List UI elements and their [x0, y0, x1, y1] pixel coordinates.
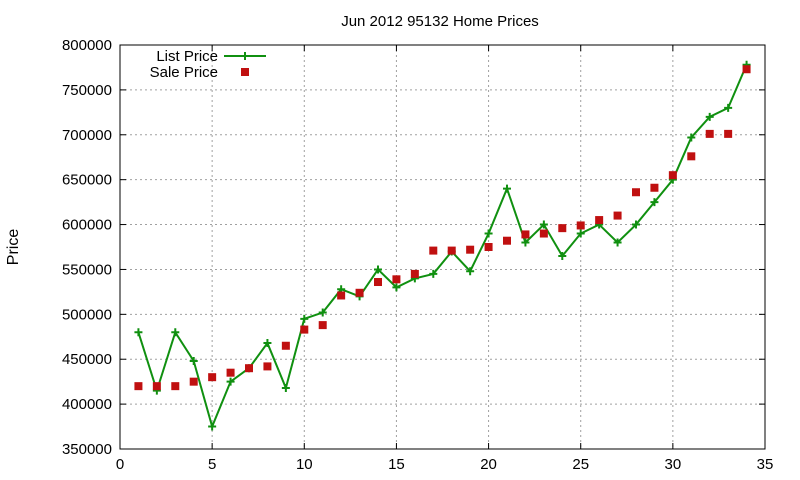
list-price-point	[521, 238, 530, 247]
sale-price-point	[263, 362, 272, 371]
list-price-point	[558, 251, 567, 260]
sale-price-point	[687, 152, 696, 161]
sale-price-point	[466, 245, 475, 254]
sale-price-point	[410, 269, 419, 278]
sale-price-point	[318, 321, 327, 330]
list-price-point	[208, 422, 217, 431]
legend-marker-sale-price	[241, 68, 249, 76]
sale-price-point	[374, 278, 382, 287]
x-tick-label: 20	[480, 456, 497, 473]
list-price-point	[705, 112, 714, 121]
y-tick-label: 350000	[62, 441, 112, 458]
sale-price-point	[189, 377, 198, 386]
sale-price-point	[447, 246, 456, 255]
y-tick-label: 750000	[62, 82, 112, 99]
legend: List Price Sale Price	[150, 48, 266, 81]
sale-price-point	[484, 243, 493, 251]
sale-price-point	[668, 171, 677, 180]
chart-title: Jun 2012 95132 Home Prices	[341, 13, 539, 30]
sale-price-point	[245, 364, 253, 373]
list-price-point	[484, 229, 493, 238]
axis-ticks: 0 5 10 15 20 25 30 35 350000 400000 450000 500000 55…	[62, 37, 773, 473]
list-price-point	[613, 238, 622, 247]
list-price-point	[392, 283, 401, 292]
sale-price-point	[724, 129, 733, 138]
list-price-point	[263, 339, 272, 348]
sale-price-point	[742, 65, 751, 74]
series-layer	[134, 60, 751, 431]
y-tick-label: 500000	[62, 306, 112, 323]
sale-price-point	[171, 382, 180, 391]
list-price-point	[300, 314, 309, 323]
list-price-point	[466, 267, 475, 276]
list-price-point	[171, 328, 180, 337]
y-axis-label: Price	[5, 229, 22, 266]
y-tick-label: 800000	[62, 37, 112, 54]
sale-price-point	[705, 129, 714, 138]
sale-price-point	[650, 183, 659, 192]
sale-price-point	[152, 382, 161, 391]
y-tick-label: 700000	[62, 127, 112, 144]
list-price-point	[724, 103, 733, 112]
x-tick-label: 5	[208, 456, 216, 473]
list-price-point	[576, 229, 585, 238]
sale-price-point	[429, 246, 438, 255]
sale-price-point	[595, 216, 604, 225]
list-price-point	[650, 198, 659, 207]
legend-label-list-price: List Price	[156, 48, 218, 65]
sale-price-point	[503, 236, 511, 245]
x-tick-label: 15	[388, 456, 405, 473]
list-price-point	[539, 220, 548, 229]
sale-price-point	[539, 229, 548, 238]
list-price-point	[134, 328, 143, 337]
y-tick-label: 650000	[62, 172, 112, 189]
list-price-point	[429, 269, 438, 278]
sale-price-point	[355, 288, 364, 297]
legend-marker-list-price	[241, 52, 249, 60]
list-price-point	[281, 383, 290, 392]
list-price-point	[374, 265, 382, 274]
sale-price-point	[558, 224, 567, 233]
sale-price-point	[226, 368, 235, 377]
list-price-line	[137, 64, 748, 430]
legend-label-sale-price: Sale Price	[150, 64, 218, 81]
list-price-point	[503, 184, 511, 193]
x-tick-label: 25	[572, 456, 589, 473]
y-tick-label: 550000	[62, 261, 112, 278]
sale-price-point	[613, 211, 622, 220]
list-price-point	[226, 377, 235, 386]
sale-price-point	[576, 221, 585, 230]
y-tick-label: 450000	[62, 351, 112, 368]
sale-price-point	[521, 230, 530, 239]
list-price-point	[318, 308, 327, 317]
plot-frame	[119, 44, 766, 450]
x-tick-label: 0	[116, 456, 124, 473]
sale-price-point	[392, 275, 401, 284]
sale-price-point	[632, 188, 640, 197]
x-tick-label: 35	[757, 456, 774, 473]
list-price-point	[189, 357, 198, 366]
sale-price-point	[300, 325, 309, 334]
sale-price-point	[208, 373, 217, 382]
list-price-point	[687, 133, 696, 142]
x-tick-label: 30	[665, 456, 682, 473]
grid	[120, 45, 765, 449]
list-price-point	[632, 220, 640, 229]
legend-swatches	[224, 52, 266, 76]
x-tick-label: 10	[296, 456, 313, 473]
y-tick-label: 600000	[62, 217, 112, 234]
sale-price-point	[134, 382, 143, 391]
y-tick-label: 400000	[62, 396, 112, 413]
sale-price-point	[337, 291, 346, 300]
sale-price-point	[281, 341, 290, 350]
